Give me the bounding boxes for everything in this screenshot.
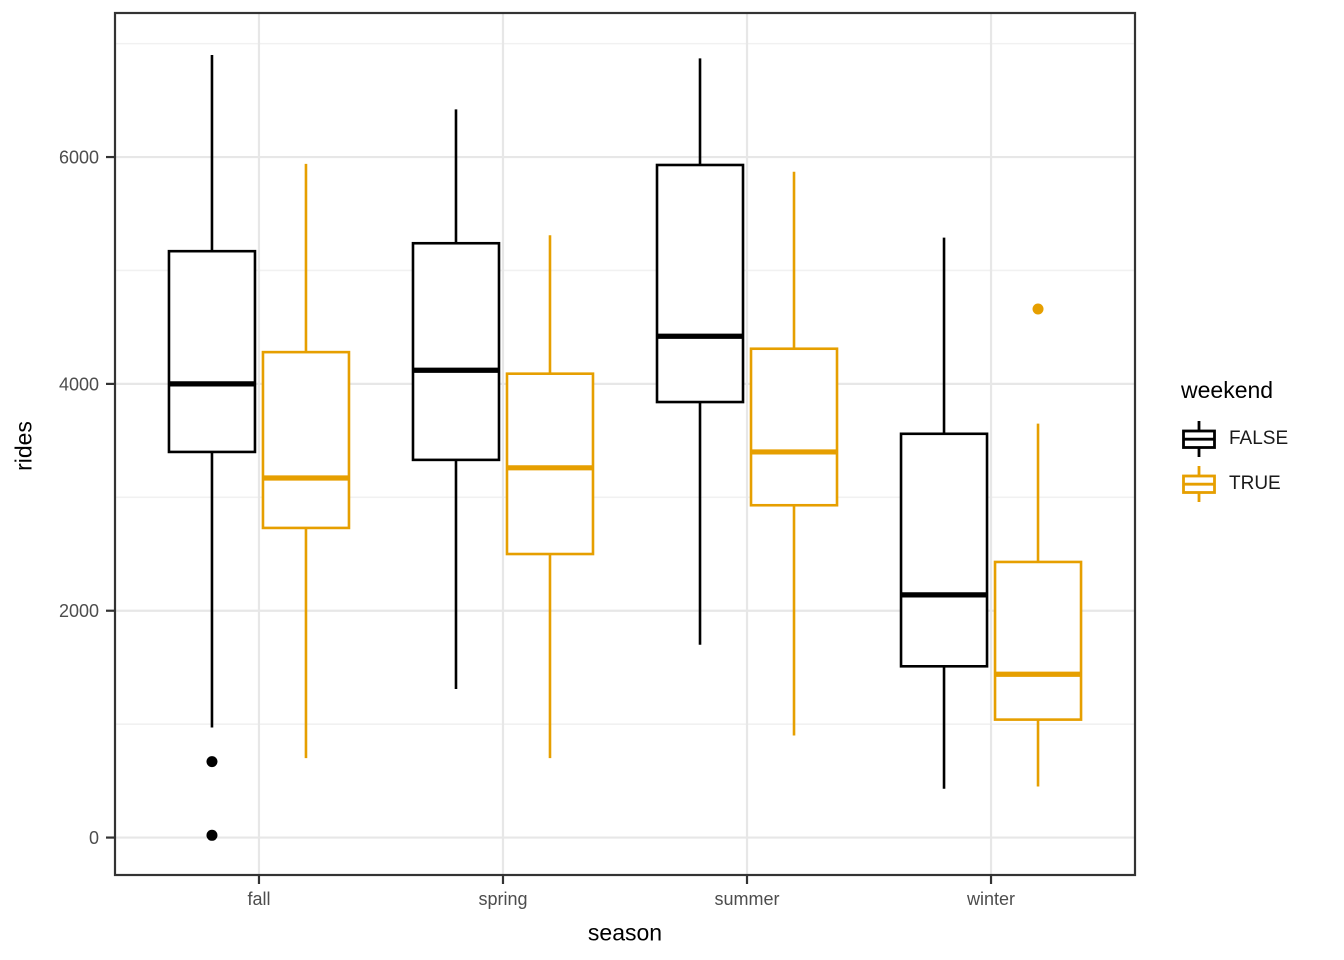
panel-border: [113, 11, 1137, 877]
iqr-box: [261, 350, 351, 530]
x-axis-title: season: [587, 919, 663, 946]
box-fall-false: [167, 54, 257, 841]
box-summer-false: [655, 58, 745, 645]
x-tick-label: spring: [478, 889, 527, 909]
iqr-box: [167, 249, 257, 454]
y-tick-label: 2000: [59, 601, 99, 621]
iqr-box: [993, 560, 1083, 721]
iqr-box: [749, 347, 839, 507]
legend-entry-false: FALSE: [1181, 420, 1288, 458]
legend-label-true: TRUE: [1229, 473, 1281, 494]
outlier-point: [1032, 303, 1044, 315]
legend-entry-true: TRUE: [1181, 465, 1288, 503]
iqr-box: [899, 432, 989, 668]
boxplot-key-icon-false: [1182, 421, 1216, 457]
boxplot-glyph: [1182, 421, 1216, 457]
iqr-box: [411, 241, 501, 462]
legend-title: weekend: [1181, 377, 1274, 403]
y-axis-title: rides: [10, 421, 37, 471]
y-tick-label: 0: [89, 828, 99, 848]
legend-label-false: FALSE: [1229, 428, 1289, 449]
iqr-box: [655, 163, 745, 404]
outlier-point: [206, 756, 218, 768]
outlier-point: [206, 829, 218, 841]
boxplot-key-icon-true: [1182, 466, 1216, 502]
box-winter-false: [899, 237, 989, 789]
y-tick-label: 6000: [59, 148, 99, 168]
box-fall-true: [261, 163, 351, 759]
boxplot-glyph: [1182, 466, 1216, 502]
box-spring-true: [505, 235, 595, 759]
x-tick-label: summer: [715, 889, 780, 909]
box-summer-true: [749, 171, 839, 736]
x-tick-label: winter: [966, 889, 1015, 909]
legend: weekend FALSE TRUE: [1181, 376, 1288, 503]
box-spring-false: [411, 109, 501, 689]
y-tick-label: 4000: [59, 374, 99, 394]
iqr-box: [505, 372, 595, 556]
x-tick-label: fall: [247, 889, 270, 909]
box-winter-true: [993, 303, 1083, 787]
